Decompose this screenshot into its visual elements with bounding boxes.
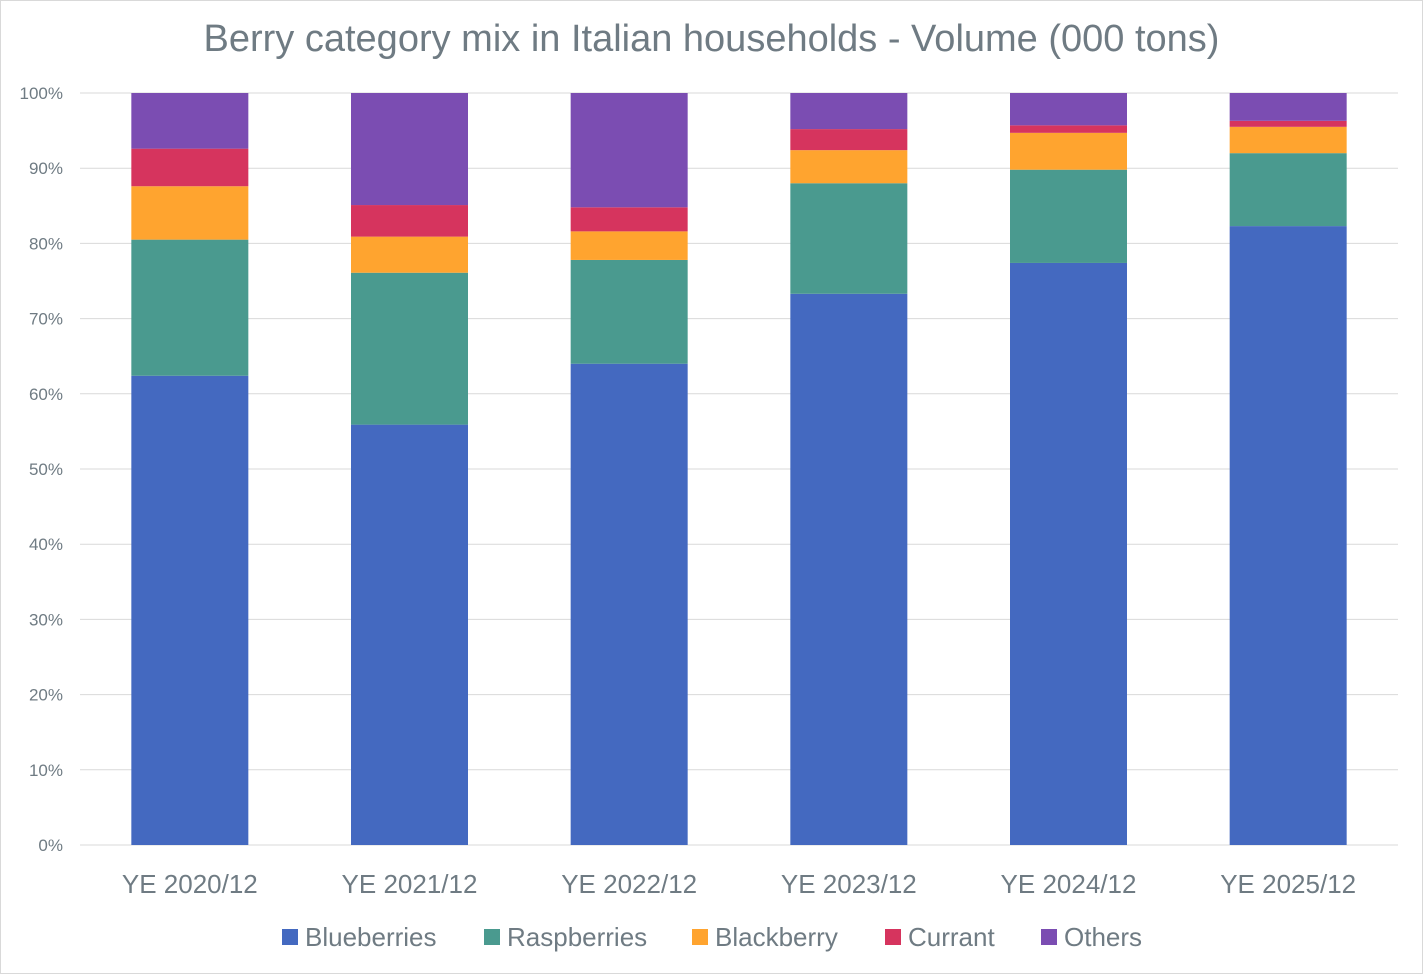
y-tick-label: 10%	[29, 761, 63, 780]
bar-segment-others	[1010, 93, 1127, 126]
bar-segment-others	[131, 93, 249, 149]
y-tick-label: 40%	[29, 535, 63, 554]
y-tick-label: 0%	[38, 836, 63, 855]
x-tick-label: YE 2020/12	[122, 869, 258, 899]
bar-segment-others	[570, 93, 688, 208]
bar-segment-others	[790, 93, 908, 130]
bar-segment-raspberries	[351, 272, 468, 425]
bar-segment-others	[351, 93, 468, 206]
bar-segment-raspberries	[1229, 153, 1347, 227]
x-tick-label: YE 2022/12	[561, 869, 697, 899]
bar-segment-raspberries	[790, 183, 908, 294]
legend-swatch-raspberries	[484, 929, 500, 945]
x-tick-label: YE 2023/12	[781, 869, 917, 899]
bar-segment-currant	[570, 207, 688, 232]
bar-segment-raspberries	[131, 239, 249, 376]
chart-title: Berry category mix in Italian households…	[203, 18, 1220, 60]
x-tick-label: YE 2025/12	[1220, 869, 1356, 899]
bar-segment-others	[1229, 93, 1347, 121]
y-tick-label: 60%	[29, 385, 63, 404]
y-tick-label: 100%	[20, 84, 63, 103]
legend-label: Currant	[908, 922, 995, 952]
bar-segment-raspberries	[1010, 169, 1127, 263]
bar-segment-blueberries	[351, 424, 468, 845]
y-tick-label: 70%	[29, 310, 63, 329]
legend-swatch-blueberries	[282, 929, 298, 945]
bar-segment-currant	[351, 205, 468, 237]
y-tick-label: 90%	[29, 159, 63, 178]
y-tick-label: 80%	[29, 234, 63, 253]
bar-segment-raspberries	[570, 259, 688, 364]
bar-segment-blackberry	[351, 236, 468, 273]
legend-swatch-blackberry	[692, 929, 708, 945]
legend-swatch-currant	[885, 929, 901, 945]
bar-segment-blackberry	[790, 150, 908, 184]
legend-label: Blackberry	[715, 922, 838, 952]
bar-segment-blackberry	[1229, 126, 1347, 154]
bar-segment-blueberries	[1010, 262, 1127, 845]
y-tick-label: 20%	[29, 686, 63, 705]
y-tick-label: 50%	[29, 460, 63, 479]
bar-segment-blackberry	[131, 186, 249, 240]
legend-swatch-others	[1041, 929, 1057, 945]
legend-label: Raspberries	[507, 922, 647, 952]
bar-segment-currant	[1010, 125, 1127, 133]
y-tick-label: 30%	[29, 610, 63, 629]
bar-segment-blackberry	[1010, 132, 1127, 170]
bar-segment-blueberries	[131, 375, 249, 845]
legend-label: Blueberries	[305, 922, 437, 952]
bar-segment-currant	[790, 129, 908, 151]
bar-segment-blueberries	[790, 293, 908, 845]
bar-segment-currant	[1229, 120, 1347, 127]
legend-label: Others	[1064, 922, 1142, 952]
bar-segment-blueberries	[570, 363, 688, 845]
bar-segment-blueberries	[1229, 226, 1347, 845]
x-tick-label: YE 2024/12	[1001, 869, 1137, 899]
bar-segment-currant	[131, 148, 249, 187]
bar-segment-blackberry	[570, 231, 688, 260]
x-tick-label: YE 2021/12	[342, 869, 478, 899]
